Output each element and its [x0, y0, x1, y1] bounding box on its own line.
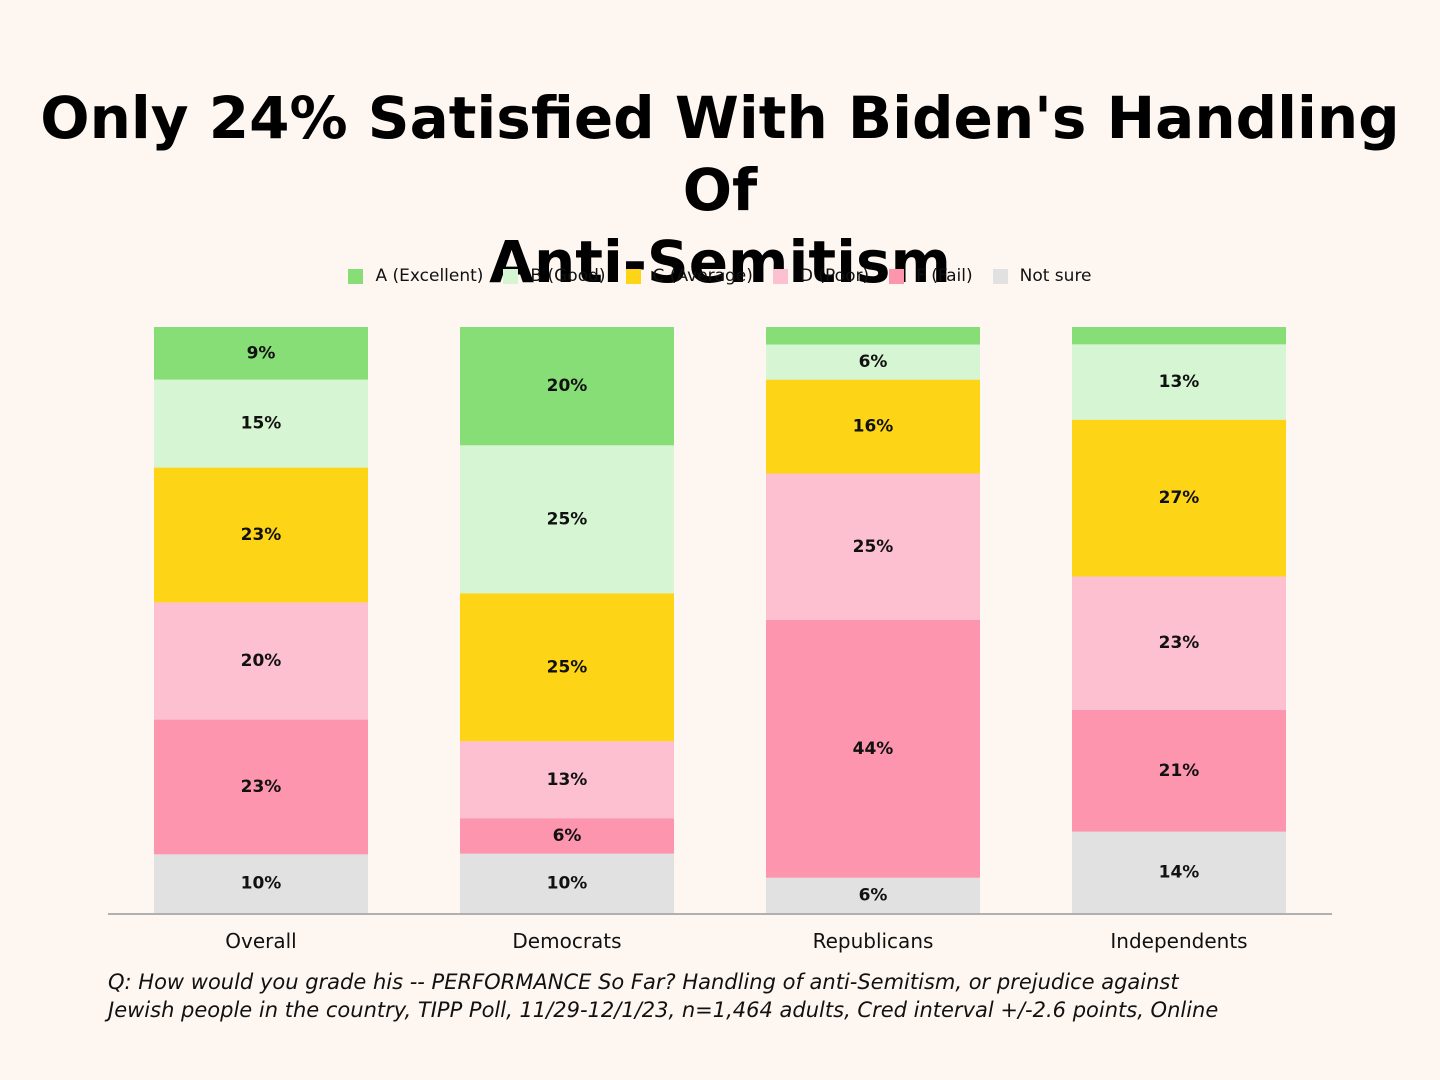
- bar-segment-democrats-5: [460, 818, 674, 854]
- bar-segment-independents-5: [1072, 709, 1286, 832]
- bar-segment-independents-4: [1072, 576, 1286, 710]
- footnote-line-2: Jewish people in the country, TIPP Poll,…: [108, 998, 1219, 1022]
- legend-swatch: [889, 268, 905, 284]
- category-label: Republicans: [813, 929, 934, 953]
- legend-item-2: B (Good): [503, 266, 606, 286]
- data-label: 20%: [547, 376, 588, 396]
- data-label: 6%: [859, 885, 888, 905]
- bar-segment-democrats-1: [460, 327, 674, 446]
- data-label: 23%: [241, 777, 282, 797]
- legend-item-4: D (Poor): [772, 266, 870, 286]
- data-label: 44%: [853, 739, 894, 759]
- bar-segment-democrats-6: [460, 853, 674, 913]
- chart-title-line-1: Only 24% Satisfied With Biden's Handling…: [40, 84, 1400, 224]
- data-label: 10%: [547, 873, 588, 893]
- legend-label: Not sure: [1019, 266, 1092, 286]
- bar-segment-overall-5: [154, 719, 368, 855]
- legend-swatch: [992, 268, 1008, 284]
- data-label: 15%: [241, 414, 282, 434]
- bar-segment-republicans-3: [766, 379, 980, 474]
- data-label: 13%: [1159, 372, 1200, 392]
- category-label: Democrats: [512, 929, 621, 953]
- data-label: 10%: [241, 874, 282, 894]
- data-label: 16%: [853, 417, 894, 437]
- bar-segment-overall-2: [154, 379, 368, 468]
- legend-label: D (Poor): [799, 266, 870, 286]
- chart-title: Only 24% Satisfied With Biden's Handling…: [0, 82, 1440, 298]
- data-label: 27%: [1159, 488, 1200, 508]
- chart-legend: A (Excellent) B (Good) C (Average) D (Poor)…: [0, 266, 1440, 286]
- legend-label: B (Good): [530, 266, 606, 286]
- bar-segment-independents-1: [1072, 327, 1286, 345]
- bar-segment-overall-1: [154, 327, 368, 380]
- bar-segment-overall-4: [154, 602, 368, 720]
- data-label: 25%: [547, 509, 588, 529]
- footnote-line-1: Q: How would you grade his -- PERFORMANC…: [108, 970, 1179, 994]
- legend-item-1: A (Excellent): [348, 266, 483, 286]
- bar-segment-independents-6: [1072, 831, 1286, 913]
- legend-swatch: [503, 268, 519, 284]
- bar-segment-independents-2: [1072, 344, 1286, 420]
- legend-item-5: F (Fail): [889, 266, 973, 286]
- bar-segment-republicans-2: [766, 344, 980, 380]
- bar-segment-democrats-3: [460, 593, 674, 742]
- legend-swatch: [348, 268, 364, 284]
- bar-segment-republicans-6: [766, 877, 980, 913]
- bar-segment-overall-6: [154, 854, 368, 913]
- data-label: 14%: [1159, 862, 1200, 882]
- question-footnote: Q: How would you grade his -- PERFORMANC…: [108, 968, 1348, 1024]
- bar-segment-republicans-4: [766, 473, 980, 620]
- data-label: 23%: [1159, 633, 1200, 653]
- data-label: 20%: [241, 651, 282, 671]
- data-label: 23%: [241, 525, 282, 545]
- category-label: Independents: [1110, 929, 1247, 953]
- bar-segment-democrats-4: [460, 741, 674, 819]
- legend-label: C (Average): [652, 266, 753, 286]
- bar-segment-republicans-1: [766, 327, 980, 345]
- data-label: 25%: [547, 657, 588, 677]
- legend-swatch: [625, 268, 641, 284]
- legend-label: A (Excellent): [375, 266, 484, 286]
- bar-segment-independents-3: [1072, 419, 1286, 577]
- legend-item-6: Not sure: [992, 266, 1092, 286]
- bar-segment-republicans-5: [766, 620, 980, 878]
- data-label: 25%: [853, 537, 894, 557]
- data-label: 6%: [859, 352, 888, 372]
- data-label: 13%: [547, 770, 588, 790]
- data-label: 6%: [553, 826, 582, 846]
- legend-swatch: [772, 268, 788, 284]
- legend-item-3: C (Average): [625, 266, 753, 286]
- legend-label: F (Fail): [916, 266, 973, 286]
- data-label: 9%: [247, 343, 276, 363]
- chart-title-line-2: Anti-Semitism: [489, 228, 951, 296]
- data-label: 21%: [1159, 761, 1200, 781]
- bar-segment-overall-3: [154, 467, 368, 603]
- category-label: Overall: [225, 929, 296, 953]
- bar-segment-democrats-2: [460, 445, 674, 594]
